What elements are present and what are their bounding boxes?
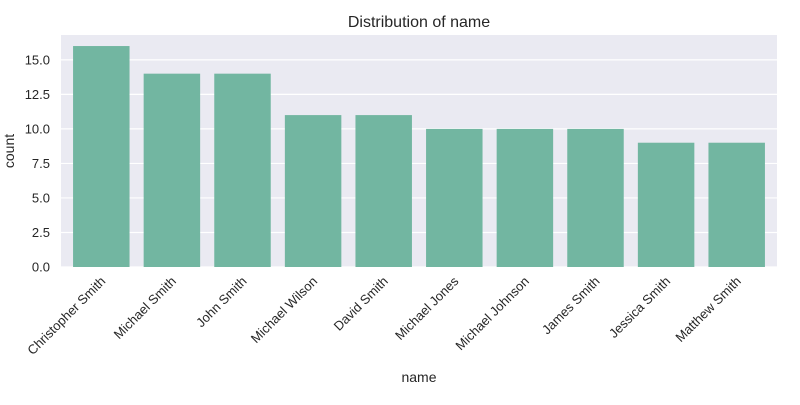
bar [708, 142, 765, 267]
x-tick-label: Michael Johnson [452, 274, 532, 354]
x-tick-label: Michael Smith [111, 274, 179, 342]
x-tick-label: Jessica Smith [606, 274, 673, 341]
bar [567, 128, 624, 267]
x-tick-label: James Smith [539, 274, 603, 338]
bar [426, 128, 483, 267]
bar [284, 115, 342, 267]
y-tick-label: 10.0 [25, 121, 50, 136]
y-axis-ticks: 0.0 2.5 5.0 7.5 10.0 12.5 15.0 [25, 52, 50, 274]
bars [73, 46, 765, 268]
x-tick-label: Matthew Smith [672, 274, 743, 345]
x-tick-label: Michael Wilson [248, 274, 320, 346]
bar [355, 115, 412, 267]
x-tick-label: Christopher Smith [24, 274, 108, 358]
bar [73, 46, 130, 267]
y-tick-label: 2.5 [32, 225, 50, 240]
x-axis-ticks: Christopher Smith Michael Smith John Smith… [24, 273, 744, 358]
bar [143, 73, 201, 268]
y-tick-label: 7.5 [32, 156, 50, 171]
y-tick-label: 12.5 [25, 87, 50, 102]
y-tick-label: 0.0 [32, 260, 50, 275]
y-tick-label: 15.0 [25, 52, 50, 67]
y-tick-label: 5.0 [32, 190, 50, 205]
bar [214, 73, 271, 268]
x-tick-label: David Smith [331, 274, 391, 334]
x-tick-label: Michael Jones [392, 273, 462, 343]
y-axis-label: count [1, 134, 17, 168]
bar [496, 128, 554, 267]
bar [637, 142, 695, 267]
x-tick-label: John Smith [193, 274, 250, 331]
chart-title: Distribution of name [348, 14, 490, 31]
x-axis-label: name [401, 369, 436, 385]
